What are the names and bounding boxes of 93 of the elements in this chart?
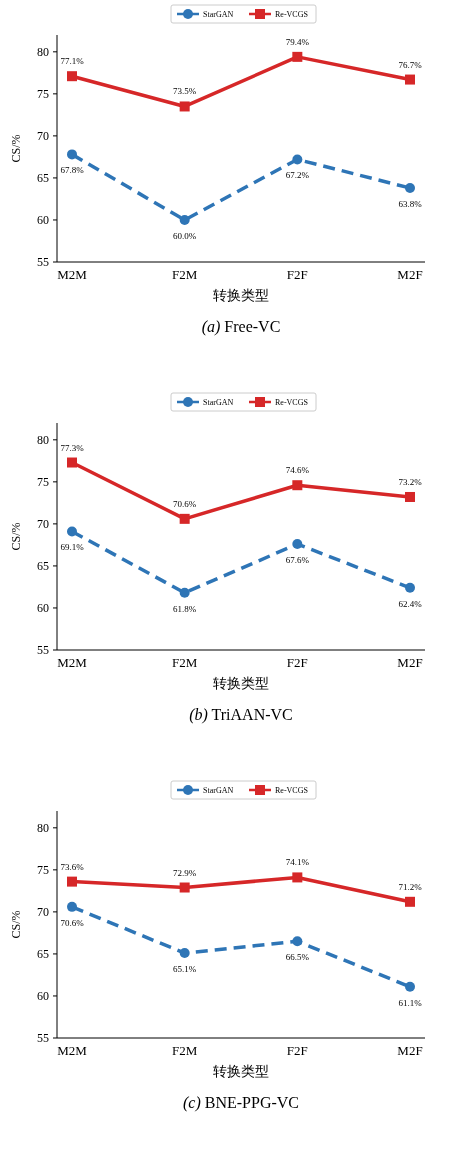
x-axis-title: 转换类型 xyxy=(213,676,269,691)
data-label: 72.9% xyxy=(173,867,197,878)
y-tick-label: 80 xyxy=(37,820,49,835)
y-tick-label: 60 xyxy=(37,212,49,227)
data-label: 61.1% xyxy=(398,997,423,1008)
point xyxy=(292,51,303,62)
point xyxy=(292,872,303,883)
y-tick-label: 70 xyxy=(37,128,49,143)
point xyxy=(179,882,190,893)
data-label: 70.6% xyxy=(173,498,197,509)
data-label: 62.4% xyxy=(398,598,423,609)
legend-label: StarGAN xyxy=(203,10,234,19)
legend-label: StarGAN xyxy=(203,786,234,795)
x-tick-label: F2F xyxy=(286,655,308,670)
data-label: 63.8% xyxy=(398,199,423,210)
y-tick-label: 60 xyxy=(37,988,49,1003)
data-label: 61.8% xyxy=(173,603,197,614)
y-tick-label: 65 xyxy=(37,170,49,185)
point xyxy=(292,936,303,947)
data-label: 67.2% xyxy=(285,170,310,181)
point xyxy=(405,582,415,593)
x-tick-label: M2M xyxy=(57,1043,88,1058)
point xyxy=(405,981,415,992)
legend-label: Re-VCGS xyxy=(275,398,308,407)
point xyxy=(67,526,77,537)
point xyxy=(179,214,190,225)
point xyxy=(405,491,415,502)
legend-label: StarGAN xyxy=(203,398,234,407)
point xyxy=(292,539,303,550)
data-label: 73.5% xyxy=(173,86,197,97)
y-axis-title: CS/% xyxy=(9,522,23,551)
y-tick-label: 80 xyxy=(37,44,49,59)
y-tick-label: 55 xyxy=(37,643,49,657)
data-label: 73.6% xyxy=(60,861,85,872)
x-axis-title: 转换类型 xyxy=(213,288,269,303)
x-tick-label: F2F xyxy=(286,1043,308,1058)
data-label: 66.5% xyxy=(285,952,310,963)
y-tick-label: 65 xyxy=(37,558,49,573)
x-tick-label: F2F xyxy=(286,267,308,282)
y-tick-label: 55 xyxy=(37,255,49,269)
y-tick-label: 75 xyxy=(37,86,49,101)
point xyxy=(179,513,190,524)
y-tick-label: 70 xyxy=(37,904,49,919)
point xyxy=(405,183,415,194)
data-label: 74.1% xyxy=(285,857,310,868)
data-label: 73.2% xyxy=(398,476,423,487)
y-tick-label: 70 xyxy=(37,516,49,531)
x-tick-label: F2M xyxy=(172,655,198,670)
x-tick-label: F2M xyxy=(172,1043,198,1058)
data-label: 77.3% xyxy=(60,442,85,453)
x-axis-title: 转换类型 xyxy=(213,1064,269,1079)
point xyxy=(67,149,77,160)
point xyxy=(292,154,303,165)
data-label: 67.8% xyxy=(60,165,85,176)
point xyxy=(67,876,77,887)
y-axis-title: CS/% xyxy=(9,134,23,163)
data-label: 74.6% xyxy=(285,465,310,476)
x-tick-label: F2M xyxy=(172,267,198,282)
y-tick-label: 60 xyxy=(37,600,49,615)
y-tick-label: 55 xyxy=(37,1031,49,1045)
point xyxy=(405,896,415,907)
data-label: 79.4% xyxy=(285,36,310,47)
point xyxy=(179,587,190,598)
data-label: 69.1% xyxy=(60,542,85,553)
legend-label: Re-VCGS xyxy=(275,786,308,795)
point xyxy=(67,71,77,82)
data-label: 65.1% xyxy=(173,964,197,975)
x-tick-label: M2M xyxy=(57,267,88,282)
data-label: 76.7% xyxy=(398,59,423,70)
data-label: 77.1% xyxy=(60,56,85,67)
y-tick-label: 75 xyxy=(37,862,49,877)
x-tick-label: M2F xyxy=(397,1043,423,1058)
x-tick-label: M2M xyxy=(57,655,88,670)
point xyxy=(292,480,303,491)
y-tick-label: 65 xyxy=(37,946,49,961)
data-label: 70.6% xyxy=(60,917,85,928)
x-tick-label: M2F xyxy=(397,655,423,670)
y-axis-title: CS/% xyxy=(9,910,23,939)
data-label: 67.6% xyxy=(285,555,310,566)
text: (a) Free-VC xyxy=(201,318,281,336)
data-label: 60.0% xyxy=(173,230,197,241)
y-tick-label: 80 xyxy=(37,432,49,447)
legend-label: Re-VCGS xyxy=(275,10,308,19)
data-label: 71.2% xyxy=(398,881,423,892)
point xyxy=(405,74,415,85)
y-tick-label: 75 xyxy=(37,474,49,489)
text: (b) TriAAN-VC xyxy=(189,706,293,724)
text: (c) BNE-PPG-VC xyxy=(183,1094,299,1112)
point xyxy=(179,101,190,112)
point xyxy=(67,457,77,468)
point xyxy=(67,901,77,912)
x-tick-label: M2F xyxy=(397,267,423,282)
point xyxy=(179,948,190,959)
